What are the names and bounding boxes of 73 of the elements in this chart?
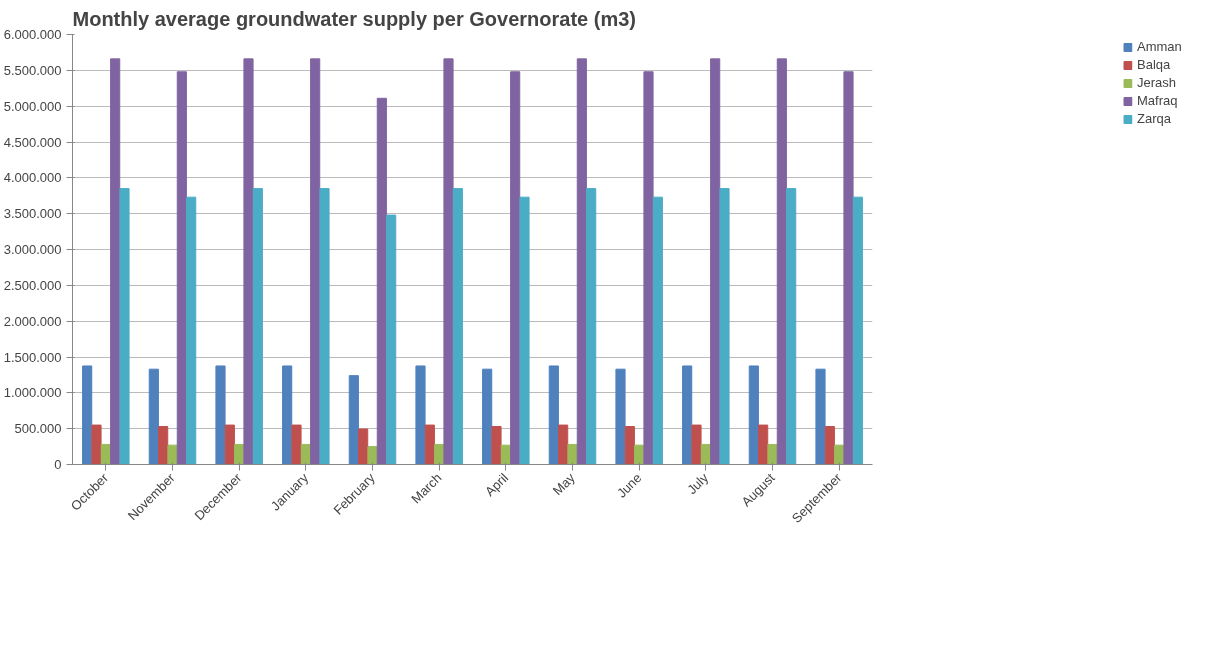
bar [224, 424, 235, 465]
legend-label: Jerash [1137, 75, 1178, 90]
bar [386, 214, 397, 465]
y-tick-label: 4.500.000 [3, 134, 62, 150]
y-tick-label: 5.500.000 [3, 62, 62, 78]
bar [176, 71, 187, 465]
bar [815, 368, 826, 465]
legend-label: Balqa [1137, 57, 1172, 72]
bar [710, 58, 721, 465]
y-tick-label: 1.500.000 [3, 349, 62, 365]
bar [119, 188, 130, 465]
legend-label: Mafraq [1137, 93, 1179, 108]
bar [319, 188, 330, 465]
bar [110, 58, 121, 465]
bar [243, 58, 254, 465]
bar [367, 446, 378, 465]
bar [767, 443, 778, 465]
bar [82, 365, 93, 465]
bar [691, 424, 702, 465]
bar [748, 365, 759, 465]
bar [452, 188, 463, 465]
bar [719, 188, 730, 465]
y-tick-label: 500.000 [14, 421, 62, 437]
bar [776, 58, 787, 465]
bar [443, 58, 454, 465]
bar [215, 365, 226, 465]
bar [548, 365, 559, 465]
bar [376, 97, 387, 465]
y-tick-label: 3.000.000 [3, 242, 62, 257]
bar [291, 424, 302, 465]
bar [510, 71, 521, 465]
y-tick-label: 4.000.000 [3, 170, 62, 186]
x-tick-label: May [549, 469, 579, 499]
bar [615, 368, 626, 465]
y-tick-label: 2.000.000 [3, 313, 62, 329]
y-tick-label: 3.500.000 [3, 206, 62, 222]
bar [186, 196, 197, 465]
bar [824, 426, 835, 465]
y-tick-label: 5.000.000 [3, 98, 62, 114]
bar [843, 71, 854, 465]
bar [558, 424, 569, 465]
bar [167, 444, 178, 465]
y-tick-label: 6.000.000 [3, 27, 62, 42]
x-tick-label: July [684, 469, 712, 498]
y-tick-label: 0 [54, 457, 62, 472]
bar [519, 196, 530, 465]
bar [652, 196, 663, 465]
bar [358, 428, 369, 465]
bar [682, 365, 693, 465]
bar [586, 188, 597, 465]
bar [758, 424, 769, 465]
bar [252, 188, 263, 465]
y-tick-label: 2.500.000 [3, 277, 62, 293]
bar [491, 426, 502, 465]
y-tick-label: 1.000.000 [3, 385, 62, 401]
bar [576, 58, 587, 465]
bar [91, 424, 102, 465]
bar [786, 188, 797, 465]
legend-label: Zarqa [1137, 111, 1172, 126]
bar [282, 365, 293, 465]
bar [415, 365, 426, 465]
bar [624, 426, 635, 465]
bar [567, 443, 578, 465]
bar [310, 58, 321, 465]
bar [424, 424, 435, 465]
bar [348, 375, 359, 465]
legend-label: Amman [1137, 39, 1183, 54]
bar [643, 71, 654, 465]
bar [158, 426, 169, 465]
chart-title: Monthly average groundwater supply per Governorate (m3) [72, 7, 636, 30]
bar [852, 196, 863, 465]
bar [482, 368, 493, 465]
bar [148, 368, 159, 465]
